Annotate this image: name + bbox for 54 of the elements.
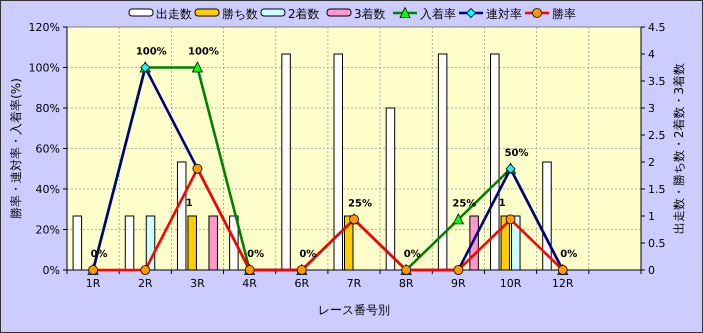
data-label: 1 xyxy=(186,198,193,209)
y2-tick-label: 0.5 xyxy=(648,237,666,250)
y-tick-label: 40% xyxy=(36,183,60,196)
y2-axis-title: 出走数・勝ち数・2着数・3着数 xyxy=(672,62,686,234)
y2-tick-label: 1.5 xyxy=(648,183,666,196)
annotation: 100% xyxy=(136,46,167,58)
y-tick-label: 80% xyxy=(36,102,60,115)
x-tick-label: 7R xyxy=(346,277,362,290)
x-tick-label: 1R xyxy=(86,277,101,290)
annotation: 0% xyxy=(404,249,421,260)
x-tick-label: 12R xyxy=(552,277,574,290)
x-tick-label: 4R xyxy=(242,277,258,290)
y2-tick-label: 4 xyxy=(648,48,655,61)
x-tick-label: 6R xyxy=(294,277,310,290)
y-axis-title: 勝率・連対率・入着率(%) xyxy=(9,78,23,219)
y2-tick-label: 2 xyxy=(648,156,655,169)
point xyxy=(452,213,464,224)
x-tick-label: 8R xyxy=(398,277,414,290)
annotation: 100% xyxy=(188,46,219,58)
y2-tick-label: 3.5 xyxy=(648,75,666,88)
legend-label: 勝ち数 xyxy=(222,7,258,21)
y2-tick-label: 4.5 xyxy=(648,21,666,34)
point xyxy=(140,265,150,275)
y-tick-label: 60% xyxy=(36,142,60,156)
legend-label: 連対率 xyxy=(486,7,522,21)
point xyxy=(192,62,203,72)
y2-tick-label: 1 xyxy=(648,210,655,223)
annotation: 25% xyxy=(348,198,372,210)
x-axis-title: レース番号別 xyxy=(318,303,390,317)
y-tick-label: 0% xyxy=(42,264,60,277)
legend-label: 入着率 xyxy=(420,7,456,21)
annotation: 0% xyxy=(299,249,316,260)
data-label: 1 xyxy=(498,198,506,209)
y-tick-label: 20% xyxy=(36,224,60,236)
y2-tick-label: 0 xyxy=(648,264,655,277)
annotation: 50% xyxy=(504,148,529,159)
legend-label: 2着数 xyxy=(288,7,320,21)
legend-label: 勝率 xyxy=(552,7,576,21)
x-tick-label: 9R xyxy=(451,277,466,290)
x-tick-label: 2R xyxy=(138,277,153,290)
bar xyxy=(124,216,134,270)
x-tick-label: 3R xyxy=(190,277,206,290)
annotation: 0% xyxy=(560,249,578,260)
point xyxy=(506,214,516,224)
y2-tick-label: 3 xyxy=(648,102,655,115)
x-tick-label: 10R xyxy=(500,277,522,290)
y2-tick-label: 2.5 xyxy=(648,129,666,142)
bar xyxy=(281,54,291,270)
bar xyxy=(438,54,448,270)
legend-label: 3着数 xyxy=(354,7,386,21)
annotation: 0% xyxy=(247,249,264,260)
y-tick-label: 120% xyxy=(28,21,60,34)
legend-label: 出走数 xyxy=(156,7,192,21)
y-tick-label: 100% xyxy=(28,62,60,74)
